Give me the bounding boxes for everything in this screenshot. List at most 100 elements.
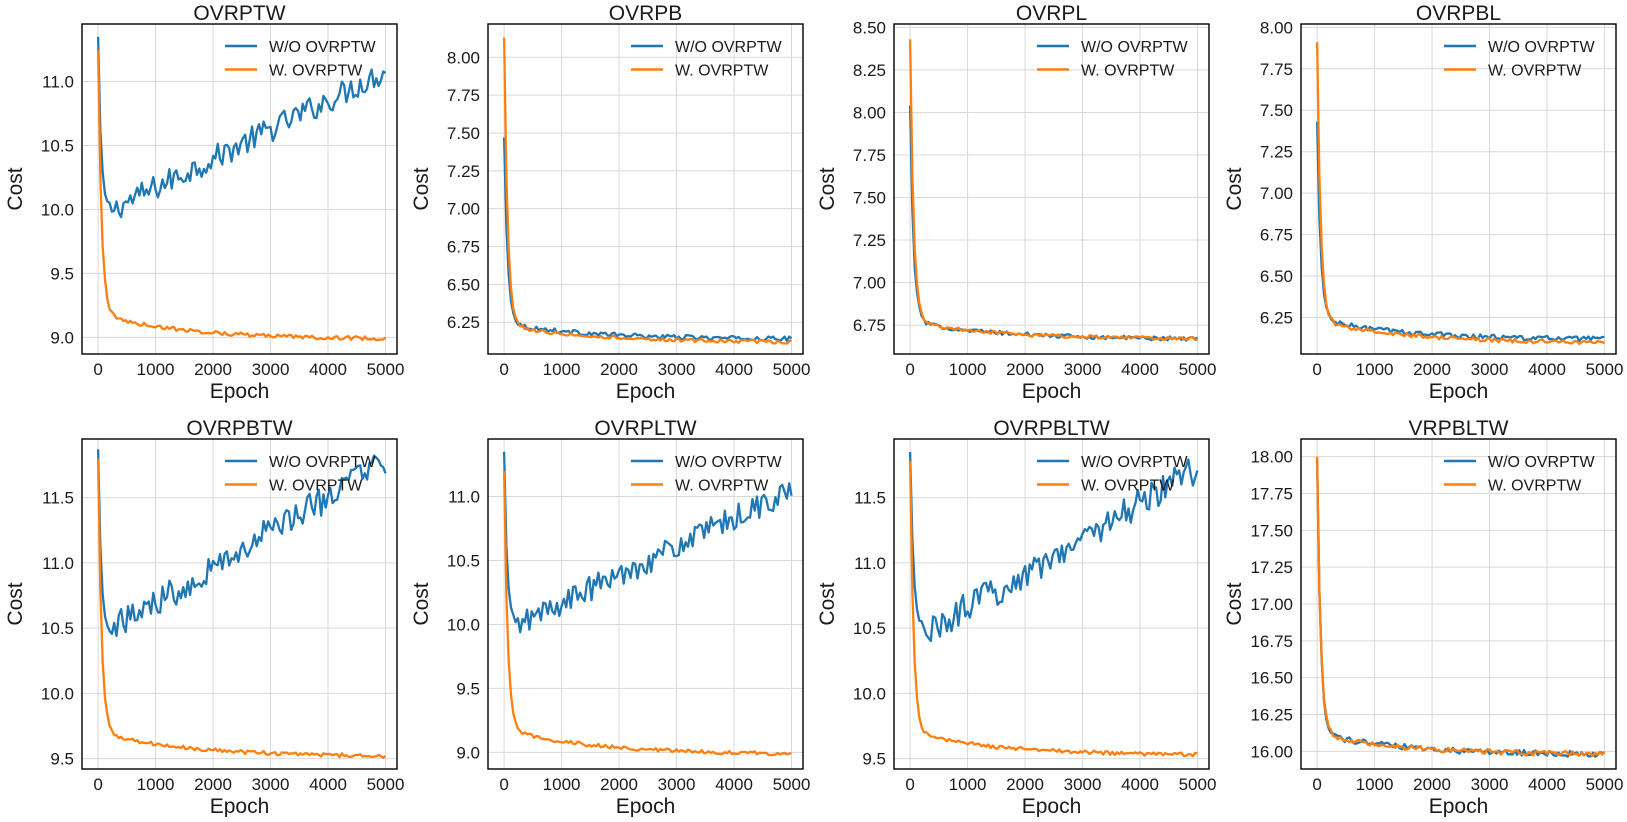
y-tick-label: 8.00 — [1260, 18, 1293, 37]
y-tick-label: 10.5 — [447, 552, 480, 571]
plot-frame — [1300, 23, 1617, 355]
series-line-wo — [908, 105, 1199, 342]
y-tick-label: 11.5 — [42, 489, 74, 508]
x-tick-label: 3000 — [1471, 775, 1509, 794]
x-tick-label: 4000 — [1121, 775, 1159, 794]
x-tick-label: 1000 — [949, 360, 987, 379]
legend-label: W. OVRPTW — [269, 63, 363, 80]
x-tick-label: 5000 — [773, 360, 811, 379]
plot-frame — [81, 23, 398, 355]
y-tick-label: 7.75 — [447, 86, 480, 105]
series-line-wo — [502, 451, 793, 634]
y-tick-label: 8.00 — [853, 103, 886, 122]
series-line-wo — [96, 36, 387, 219]
y-tick-label: 6.75 — [447, 238, 480, 257]
y-tick-label: 7.25 — [853, 231, 886, 250]
x-tick-label: 0 — [905, 775, 914, 794]
x-tick-label: 0 — [93, 775, 102, 794]
subplot-ovrptw: 0 1000 2000 3000 4000 5000 9.0 9.5 10.0 10.5 11.0 O… — [4, 2, 404, 403]
x-tick-label: 0 — [1312, 360, 1321, 379]
y-tick-label: 6.25 — [1260, 309, 1293, 328]
plot-frame — [893, 23, 1210, 355]
x-axis-label: Epoch — [1022, 380, 1082, 403]
plot-frame — [81, 438, 398, 770]
y-tick-label: 11.0 — [42, 554, 74, 573]
y-tick-label: 8.25 — [853, 61, 886, 80]
subplot-vrpbltw: 0 1000 2000 3000 4000 5000 16.00 16.25 16.50 16.7… — [1223, 417, 1624, 818]
series-line-w — [502, 470, 792, 757]
y-tick-label: 7.25 — [447, 162, 480, 181]
legend-label: W. OVRPTW — [1081, 478, 1175, 495]
y-tick-label: 17.00 — [1250, 595, 1293, 614]
x-tick-label: 1000 — [543, 775, 581, 794]
x-tick-label: 2000 — [194, 360, 232, 379]
x-tick-label: 3000 — [1064, 775, 1102, 794]
y-tick-label: 10.0 — [41, 684, 74, 703]
x-tick-label: 1000 — [543, 360, 581, 379]
x-tick-label: 1000 — [137, 775, 175, 794]
x-tick-label: 4000 — [715, 360, 753, 379]
y-tick-label: 7.50 — [447, 124, 480, 143]
x-tick-label: 4000 — [309, 360, 347, 379]
x-tick-label: 4000 — [715, 775, 753, 794]
y-axis-label: Cost — [410, 582, 433, 625]
subplot-ovrpltw: 0 1000 2000 3000 4000 5000 9.0 9.5 10.0 10.5 11.0 O… — [410, 417, 811, 818]
y-tick-label: 6.25 — [447, 313, 480, 332]
plot-frame — [487, 438, 804, 770]
subplot-ovrpb: 0 1000 2000 3000 4000 5000 6.25 6.50 6.75 7.00 7.2… — [410, 2, 810, 403]
legend-label: W/O OVRPTW — [1488, 39, 1596, 56]
chart-title: OVRPB — [609, 2, 683, 25]
x-axis-label: Epoch — [1429, 380, 1489, 403]
x-tick-label: 1000 — [137, 360, 175, 379]
chart-title: VRPBLTW — [1409, 417, 1509, 440]
y-tick-label: 7.00 — [853, 274, 886, 293]
x-tick-label: 2000 — [1006, 775, 1044, 794]
y-tick-label: 8.50 — [853, 18, 886, 37]
x-tick-label: 2000 — [1413, 775, 1451, 794]
legend-label: W. OVRPTW — [1488, 478, 1582, 495]
x-tick-label: 2000 — [600, 360, 638, 379]
y-tick-label: 16.25 — [1250, 705, 1293, 724]
x-axis-label: Epoch — [210, 380, 270, 403]
x-axis-label: Epoch — [210, 795, 270, 817]
subplot-ovrpbltw: 0 1000 2000 3000 4000 5000 9.5 10.0 10.5 11.0 11.5… — [816, 417, 1216, 818]
chart-title: OVRPL — [1016, 2, 1087, 25]
x-tick-label: 5000 — [773, 775, 811, 794]
series-line-w — [96, 49, 387, 342]
y-axis-label: Cost — [4, 167, 27, 210]
x-tick-label: 4000 — [309, 775, 347, 794]
x-tick-label: 5000 — [1586, 775, 1624, 794]
x-axis-label: Epoch — [1429, 795, 1489, 817]
chart-title: OVRPBTW — [186, 417, 292, 440]
y-axis-label: Cost — [4, 582, 27, 625]
y-tick-label: 10.0 — [447, 615, 480, 634]
y-axis-label: Cost — [816, 167, 839, 210]
series-line-w — [1315, 456, 1606, 758]
y-tick-label: 10.5 — [853, 619, 886, 638]
x-tick-label: 4000 — [1121, 360, 1159, 379]
y-tick-label: 7.00 — [447, 200, 480, 219]
y-tick-label: 8.00 — [447, 48, 480, 67]
legend-label: W. OVRPTW — [675, 478, 769, 495]
chart-title: OVRPTW — [193, 2, 285, 25]
y-axis-label: Cost — [816, 582, 839, 625]
legend-label: W/O OVRPTW — [675, 454, 783, 471]
y-tick-label: 16.75 — [1250, 632, 1293, 651]
x-tick-label: 5000 — [1179, 360, 1217, 379]
y-tick-label: 16.00 — [1250, 742, 1293, 761]
legend-label: W/O OVRPTW — [269, 454, 377, 471]
x-tick-label: 1000 — [1356, 360, 1394, 379]
y-tick-label: 7.25 — [1260, 143, 1293, 162]
series-line-w — [1315, 42, 1606, 346]
series-line-w — [96, 458, 387, 759]
y-axis-label: Cost — [1223, 167, 1246, 210]
y-tick-label: 9.5 — [862, 750, 886, 769]
x-axis-label: Epoch — [616, 380, 676, 403]
legend-label: W. OVRPTW — [269, 478, 363, 495]
chart-title: OVRPBL — [1416, 2, 1501, 25]
y-tick-label: 9.0 — [456, 743, 480, 762]
x-tick-label: 5000 — [367, 360, 405, 379]
series-line-wo — [908, 451, 1199, 643]
y-axis-label: Cost — [1223, 582, 1246, 625]
